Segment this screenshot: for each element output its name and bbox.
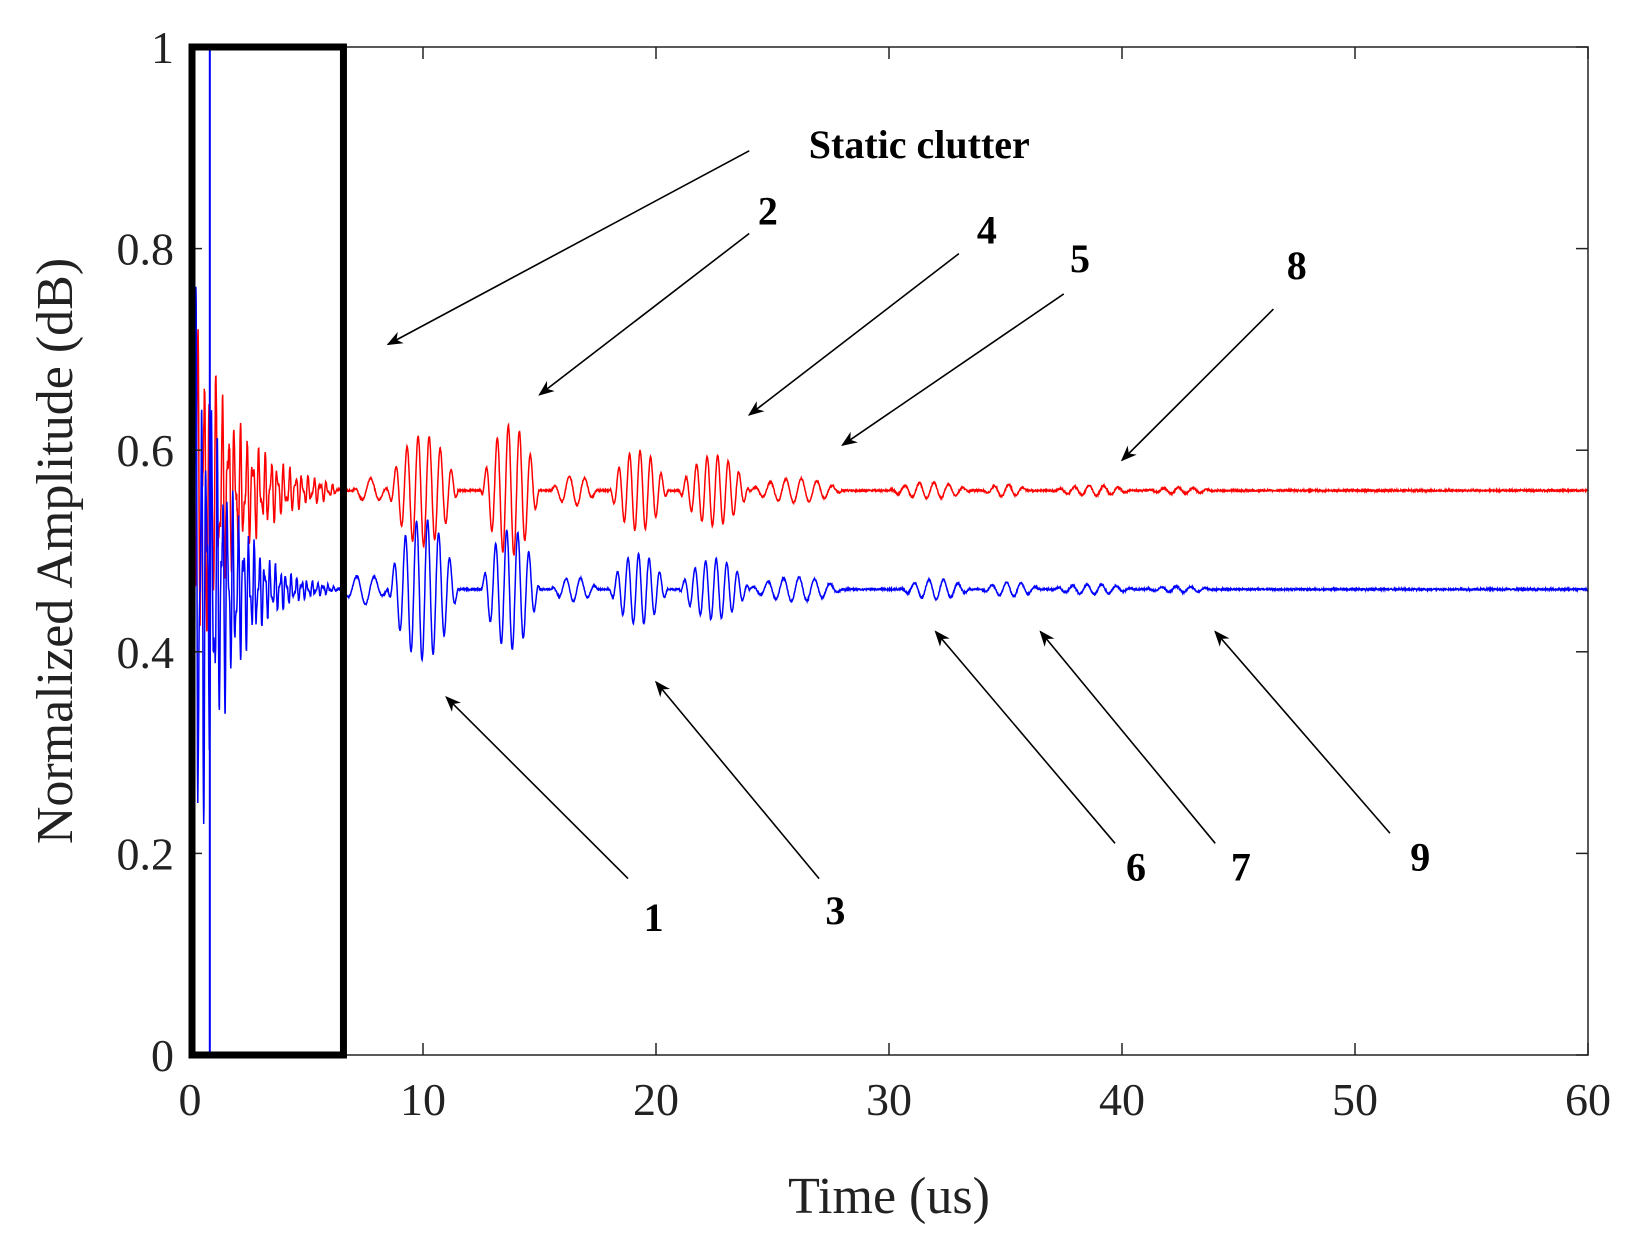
annotation-arrow-static-clutter: [386, 150, 750, 346]
annotation-label-2: 2: [758, 188, 778, 233]
x-tick-label: 50: [1332, 1074, 1378, 1125]
plot-area-frame: [189, 46, 1589, 1056]
blue-signal-line: [189, 275, 1589, 825]
red-signal-line: [189, 308, 1589, 632]
annotation-arrow-5: [841, 293, 1065, 447]
annotation-label-7: 7: [1231, 845, 1251, 890]
annotation-label-5: 5: [1070, 236, 1090, 281]
y-tick-label: 1: [151, 22, 174, 73]
annotation-label-3: 3: [825, 888, 845, 933]
annotation-arrow-6: [934, 630, 1116, 844]
y-tick-label: 0.8: [117, 224, 175, 275]
annotation-label-8: 8: [1287, 243, 1307, 288]
x-tick-label: 60: [1565, 1074, 1611, 1125]
annotation-arrow-3: [654, 680, 820, 880]
annotation-arrow-7: [1039, 630, 1216, 844]
annotation-arrow-8: [1120, 308, 1275, 462]
annotation-label-1: 1: [644, 895, 664, 940]
annotation-arrow-2: [538, 232, 750, 396]
axis-ticks: 0 10 20 30 40 50 60 0 0.2 0.4 0.6 0.8 1: [117, 22, 1612, 1125]
x-tick-label: 0: [179, 1074, 202, 1125]
x-axis-title: Time (us): [788, 1168, 990, 1225]
annotations: Static clutter 2 4 5 8 1 3 6 7 9: [386, 122, 1430, 940]
x-tick-label: 10: [400, 1074, 446, 1125]
x-tick-label: 20: [633, 1074, 679, 1125]
annotation-label-static-clutter: Static clutter: [809, 122, 1030, 167]
y-tick-label: 0.4: [117, 627, 175, 678]
signal-traces: [189, 47, 1589, 1055]
y-tick-label: 0.6: [117, 425, 175, 476]
y-tick-label: 0: [151, 1030, 174, 1081]
annotation-arrow-9: [1214, 630, 1391, 834]
y-tick-label: 0.2: [117, 828, 175, 879]
annotation-label-4: 4: [977, 208, 997, 253]
static-clutter-box: [188, 43, 347, 1059]
annotation-label-6: 6: [1126, 845, 1146, 890]
annotation-arrow-4: [747, 253, 960, 416]
x-tick-label: 40: [1099, 1074, 1145, 1125]
annotation-label-9: 9: [1410, 835, 1430, 880]
annotation-arrow-1: [445, 696, 629, 880]
x-tick-label: 30: [866, 1074, 912, 1125]
y-axis-title: Normalized Amplitude (dB): [27, 258, 84, 844]
